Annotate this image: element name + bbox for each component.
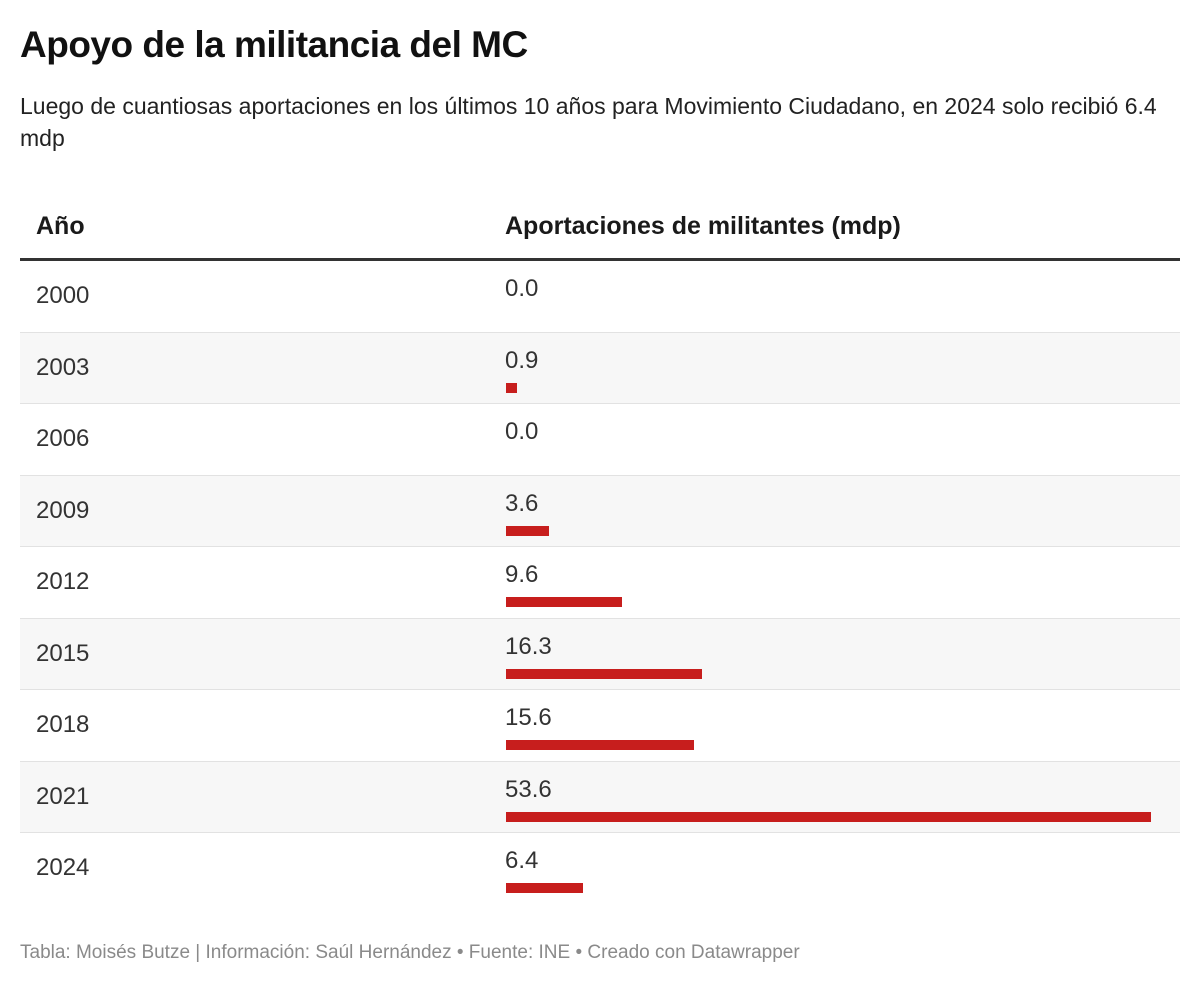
value-bar: [506, 382, 517, 393]
data-table: Año Aportaciones de militantes (mdp) 200…: [20, 195, 1180, 904]
value-label: 9.6: [505, 561, 539, 588]
value-bar: [506, 740, 694, 750]
value-label: 0.0: [505, 275, 539, 302]
chart-title: Apoyo de la militancia del MC: [20, 24, 528, 65]
value-cell: 16.3: [501, 618, 1180, 690]
value-label: 16.3: [505, 632, 552, 660]
value-label: 0.9: [505, 346, 539, 374]
value-bar: [506, 597, 622, 607]
value-cell: 53.6: [501, 761, 1180, 833]
table-row: 2018 15.6: [20, 689, 1180, 762]
year-cell: 2009: [20, 475, 501, 547]
year-cell: 2024: [36, 854, 90, 882]
value-bar: [506, 883, 583, 893]
column-header-year[interactable]: Año: [20, 195, 501, 261]
value-bar: [506, 525, 550, 536]
value-cell: 3.6: [501, 475, 1180, 547]
value-label: 15.6: [505, 704, 552, 731]
year-cell: 2012: [20, 546, 501, 619]
year-cell: 2018: [20, 689, 501, 762]
value-cell: 0.9: [501, 332, 1180, 404]
year-cell: 2006: [20, 403, 501, 476]
table-row: 2006 0.0: [20, 403, 1180, 476]
value-cell: 6.4: [501, 833, 1180, 904]
footer-credits: Tabla: Moisés Butze | Información: Saúl …: [20, 942, 800, 963]
table-row: 2024 6.4: [20, 833, 1180, 904]
table-row: 2009 3.6: [20, 475, 1180, 547]
year-cell: 2003: [20, 332, 501, 404]
value-label: 6.4: [505, 847, 539, 874]
table-row: 2021 53.6: [20, 761, 1180, 833]
value-label: 53.6: [505, 775, 552, 803]
table-row: 2000 0.0: [20, 259, 1180, 333]
value-cell: 9.6: [501, 546, 1180, 619]
year-cell: 2021: [20, 761, 501, 833]
table-row: 2012 9.6: [20, 546, 1180, 619]
value-label: 0.0: [505, 418, 539, 445]
table-row: 2003 0.9: [20, 332, 1180, 404]
value-cell: 0.0: [501, 259, 1180, 333]
value-cell: 0.0: [501, 403, 1180, 476]
column-header-contributions[interactable]: Aportaciones de militantes (mdp): [501, 195, 1180, 261]
value-label: 3.6: [505, 489, 539, 517]
value-bar: [506, 811, 1151, 822]
value-bar: [506, 668, 703, 679]
year-cell: 2015: [20, 618, 501, 690]
year-cell: 2000: [20, 259, 501, 333]
table-row: 2015 16.3: [20, 618, 1180, 690]
chart-subtitle: Luego de cuantiosas aportaciones en los …: [20, 93, 1157, 151]
value-cell: 15.6: [501, 689, 1180, 762]
